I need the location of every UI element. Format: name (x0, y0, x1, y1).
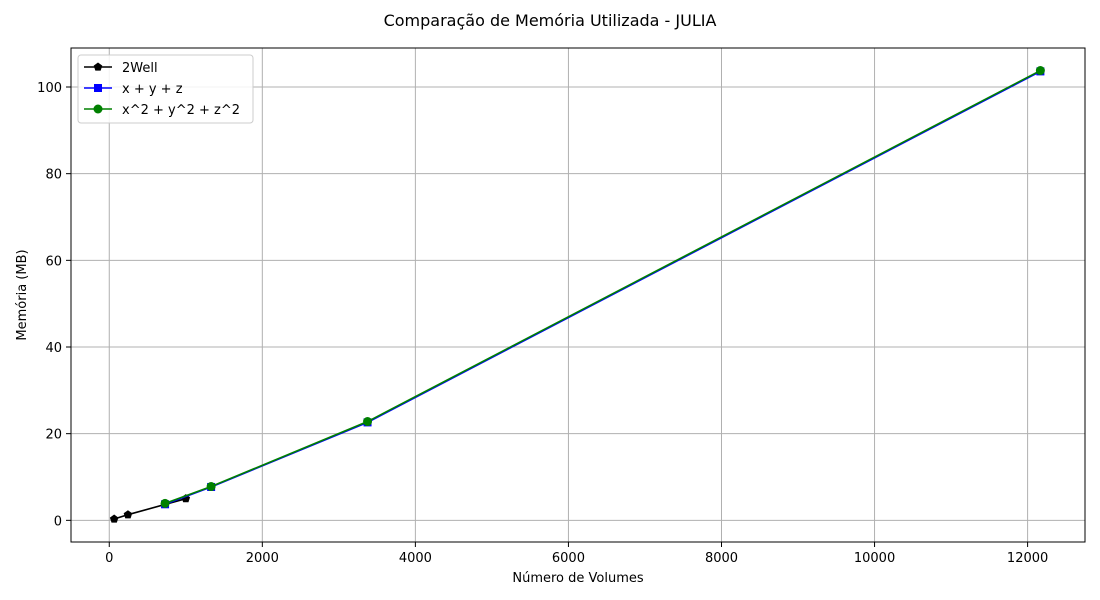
y-tick-label: 100 (37, 81, 62, 96)
chart-title: Comparação de Memória Utilizada - JULIA (384, 11, 717, 30)
legend-marker (93, 62, 103, 71)
legend-label: 2Well (122, 61, 158, 76)
legend: 2Well x + y + z x^2 + y^2 + z^2 (77, 54, 254, 124)
x-axis-ticks: 0 2000 4000 6000 8000 10000 12000 (105, 542, 1048, 566)
x-tick-label: 0 (105, 551, 113, 566)
x-tick-label: 12000 (1007, 551, 1048, 566)
data-point (1035, 66, 1045, 76)
y-tick-label: 0 (54, 514, 62, 529)
series-layer (109, 66, 1045, 523)
x-tick-label: 10000 (854, 551, 895, 566)
y-tick-label: 40 (45, 341, 62, 356)
x-tick-label: 4000 (399, 551, 432, 566)
legend-marker (93, 104, 103, 114)
series-2 (160, 66, 1045, 508)
legend-item: x + y + z (84, 82, 183, 97)
y-tick-label: 80 (45, 168, 62, 183)
plot-frame (70, 47, 1086, 543)
x-tick-label: 6000 (552, 551, 585, 566)
data-point (123, 510, 133, 519)
series-line (164, 70, 1041, 506)
y-axis-ticks: 0 20 40 60 80 100 (37, 81, 71, 529)
legend-label: x^2 + y^2 + z^2 (122, 103, 240, 118)
series-1 (161, 67, 1045, 509)
data-point (109, 514, 119, 523)
grid (71, 48, 1085, 542)
legend-label: x + y + z (122, 82, 183, 97)
x-axis-title: Número de Volumes (512, 571, 644, 586)
y-tick-label: 60 (45, 254, 62, 269)
data-point (206, 482, 216, 492)
data-point (363, 417, 373, 427)
y-axis-title: Memória (MB) (15, 249, 30, 340)
legend-box (77, 54, 254, 124)
x-tick-label: 2000 (246, 551, 279, 566)
x-tick-label: 8000 (705, 551, 738, 566)
legend-item: x^2 + y^2 + z^2 (84, 103, 240, 118)
y-tick-label: 20 (45, 428, 62, 443)
legend-marker (94, 84, 102, 92)
legend-item: 2Well (84, 61, 158, 76)
data-point (160, 498, 170, 508)
series-line (164, 69, 1041, 505)
